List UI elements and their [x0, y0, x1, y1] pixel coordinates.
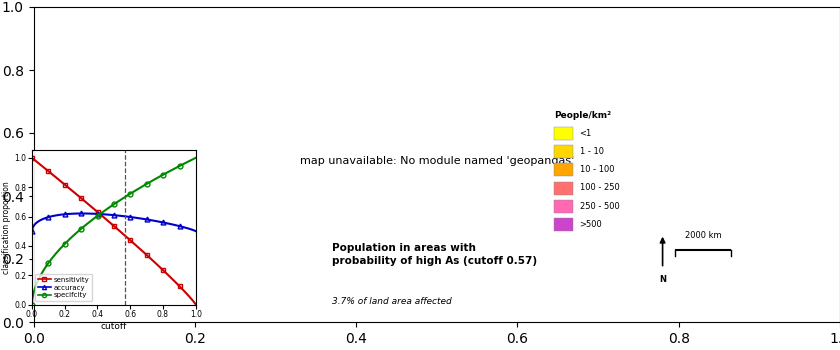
Text: People/km²: People/km² [554, 111, 611, 120]
Bar [554, 163, 573, 176]
Legend: sensitivity, accuracy, specifcity: sensitivity, accuracy, specifcity [35, 274, 92, 301]
Bar [554, 127, 573, 140]
Text: 3.7% of land area affected: 3.7% of land area affected [332, 297, 452, 306]
X-axis label: cutoff: cutoff [101, 322, 127, 331]
Text: Population in areas with
probability of high As (cutoff 0.57): Population in areas with probability of … [332, 243, 537, 266]
Bar [554, 145, 573, 158]
Text: 2000 km: 2000 km [685, 231, 722, 240]
Text: 250 - 500: 250 - 500 [580, 202, 619, 211]
Text: 100 - 250: 100 - 250 [580, 183, 619, 192]
Text: N: N [659, 275, 666, 284]
Bar [554, 200, 573, 213]
Text: >500: >500 [580, 220, 602, 229]
Text: <1: <1 [580, 128, 592, 138]
Text: map unavailable: No module named 'geopandas': map unavailable: No module named 'geopan… [300, 156, 574, 167]
Y-axis label: classification proportion: classification proportion [3, 181, 12, 274]
Text: 1 - 10: 1 - 10 [580, 147, 603, 156]
Bar [554, 182, 573, 195]
Bar [554, 218, 573, 231]
Text: 10 - 100: 10 - 100 [580, 165, 614, 174]
